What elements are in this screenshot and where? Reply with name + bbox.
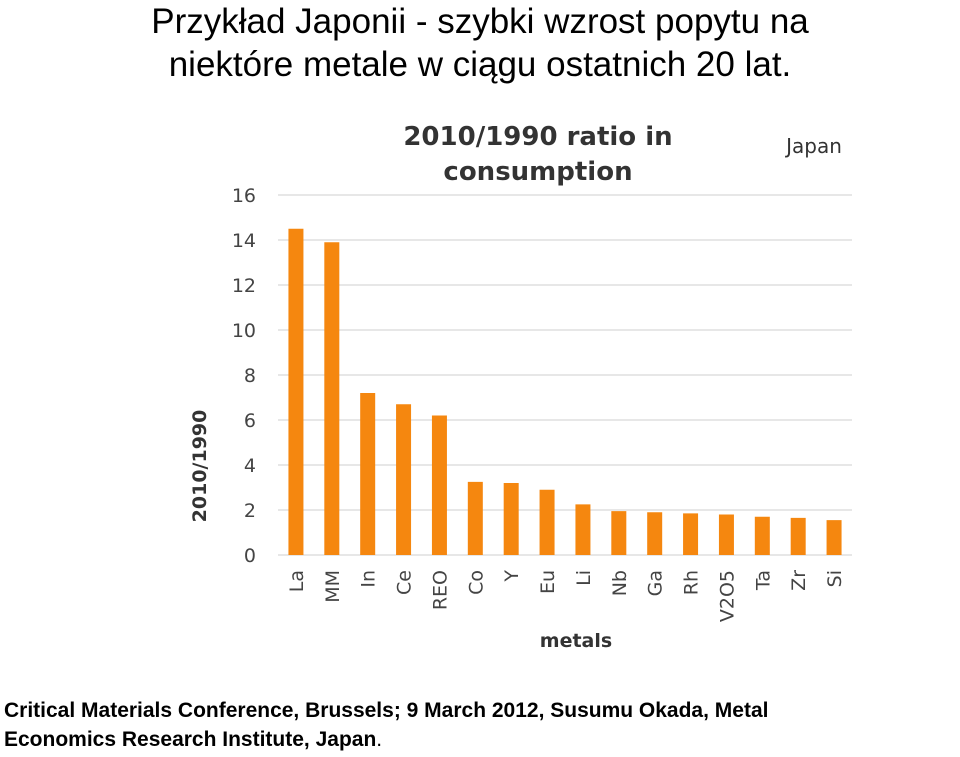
y-tick-label: 2	[244, 500, 256, 522]
x-tick-label-reo: REO	[429, 570, 451, 610]
y-tick-label: 14	[232, 230, 256, 252]
y-tick-labels: 0 2 4 6 8 10 12 14 16	[232, 185, 256, 567]
caption-line1: Critical Materials Conference, Brussels;…	[4, 699, 769, 722]
x-tick-label-si: Si	[824, 570, 846, 587]
slide-title-line1: Przykład Japonii - szybki wzrost popytu …	[151, 2, 809, 41]
x-tick-label-ga: Ga	[645, 570, 667, 596]
bar-ta	[754, 516, 770, 555]
bar-eu	[539, 489, 555, 555]
x-tick-label-v2o5: V2O5	[716, 570, 738, 622]
slide-title-line2: niektóre metale w ciągu ostatnich 20 lat…	[168, 45, 792, 84]
x-tick-label-la: La	[286, 570, 308, 592]
y-tick-label: 10	[232, 320, 256, 342]
y-tick-label: 4	[244, 455, 256, 477]
bar-ga	[647, 512, 663, 555]
x-tick-label-eu: Eu	[537, 570, 559, 594]
chart-subtitle: Japan	[784, 134, 842, 158]
bar-v2o5	[718, 514, 734, 555]
x-tick-label-nb: Nb	[609, 570, 631, 596]
y-tick-label: 6	[244, 410, 256, 432]
x-tick-label-rh: Rh	[681, 570, 703, 595]
bar-mm	[324, 242, 340, 555]
x-axis-label: metals	[540, 630, 612, 652]
chart-title-line1: 2010/1990 ratio in	[403, 122, 672, 152]
bar-rh	[683, 513, 699, 555]
x-tick-label-mm: MM	[322, 570, 344, 603]
y-tick-label: 0	[244, 545, 256, 567]
source-caption: Critical Materials Conference, Brussels;…	[4, 696, 960, 754]
bar-li	[575, 504, 591, 555]
bar-reo	[431, 415, 447, 555]
caption-line2-end: .	[376, 728, 383, 751]
chart-title-line2: consumption	[443, 157, 632, 187]
y-tick-label: 16	[232, 185, 256, 207]
x-tick-label-ce: Ce	[394, 570, 416, 595]
bar-co	[467, 481, 483, 555]
x-tick-labels: La MM In Ce REO Co Y Eu Li Nb Ga Rh V2O5 Ta Zr Si	[286, 570, 846, 623]
bar-in	[360, 393, 376, 555]
x-tick-label-ta: Ta	[752, 570, 774, 591]
bar-y	[503, 483, 519, 555]
bar-la	[288, 228, 304, 555]
bar-chart: 0 2 4 6 8 10 12 14 16 La MM In Ce REO Co Y Eu Li Nb Ga Rh V2…	[189, 122, 852, 652]
x-tick-label-co: Co	[465, 570, 487, 595]
bar-nb	[611, 511, 627, 555]
y-axis-label: 2010/1990	[189, 410, 211, 523]
y-tick-label: 8	[244, 365, 256, 387]
y-tick-label: 12	[232, 275, 256, 297]
slide-title: Przykład Japonii - szybki wzrost popytu …	[0, 0, 960, 86]
x-tick-label-y: Y	[501, 570, 523, 583]
bar-ce	[396, 404, 412, 555]
x-tick-label-li: Li	[573, 570, 595, 586]
bar-si	[826, 520, 842, 555]
x-tick-label-in: In	[358, 570, 380, 588]
caption-line2: Economics Research Institute, Japan	[4, 728, 377, 751]
bars	[288, 228, 842, 555]
bar-zr	[790, 517, 806, 555]
x-tick-label-zr: Zr	[788, 570, 810, 591]
